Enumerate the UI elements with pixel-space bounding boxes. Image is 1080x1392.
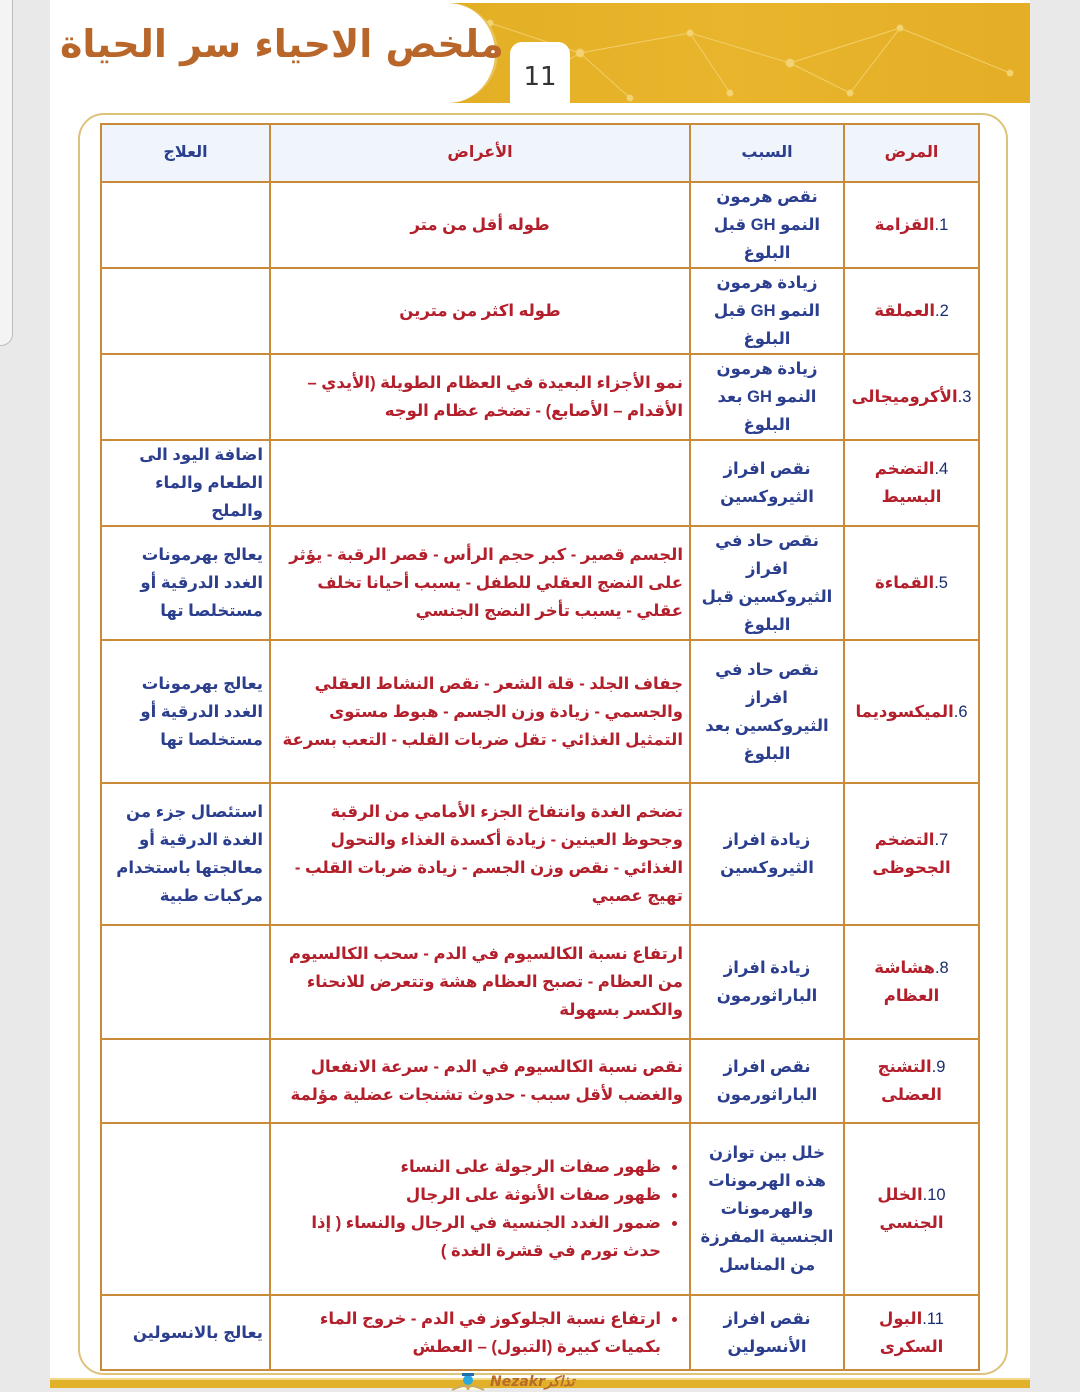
- disease-name: البول السكرى: [879, 1309, 944, 1356]
- cause-cell: نقص حاد في افراز الثيروكسين قبل البلوغ: [689, 525, 845, 641]
- symptom-item: ظهور صفات الرجولة على النساء: [277, 1153, 661, 1181]
- row-number: 3.: [957, 388, 972, 406]
- symptoms-cell: طوله اكثر من مترين: [269, 267, 691, 355]
- treatment-cell: استئصال جزء من الغدة الدرقية أو معالجتها…: [100, 782, 271, 926]
- header-disease: المرض: [843, 123, 980, 183]
- table-row: 5.القماءة نقص حاد في افراز الثيروكسين قبل…: [100, 525, 980, 641]
- row-number: 9.: [931, 1058, 946, 1076]
- row-number: 1.: [934, 216, 949, 234]
- row-number: 10.: [922, 1186, 946, 1204]
- symptoms-list: ارتفاع نسبة الجلوكوز في الدم - خروج الما…: [277, 1305, 683, 1361]
- title-cap: [50, 3, 498, 103]
- disease-name: الخلل الجنسي: [877, 1186, 944, 1232]
- cause-cell: زيادة افراز الباراثورمون: [689, 924, 845, 1040]
- table-row: 2.العملقة زيادة هرمون النمو GH قبل البلوغ…: [100, 267, 980, 355]
- row-number: 4.: [934, 460, 949, 478]
- symptoms-cell: طوله أقل من متر: [269, 181, 691, 269]
- treatment-cell: يعالج بهرمونات الغدد الدرقية أو مستخلصا …: [100, 525, 271, 641]
- disease-cell: 6.الميكسوديما: [843, 639, 980, 784]
- cause-cell: زيادة افراز الثيروكسين: [689, 782, 845, 926]
- symptom-item: ظهور صفات الأنوثة على الرجال: [277, 1181, 661, 1209]
- disease-cell: 10.الخلل الجنسي: [843, 1122, 980, 1296]
- cause-cell: نقص افراز الأنسولين: [689, 1294, 845, 1371]
- table-row: 8.هشاشة العظام زيادة افراز الباراثورمون ار…: [100, 924, 980, 1040]
- disease-name: هشاشة العظام: [874, 959, 940, 1005]
- treatment-cell: يعالج بهرمونات الغدد الدرقية أو مستخلصا …: [100, 639, 271, 784]
- cause-cell: نقص هرمون النمو GH قبل البلوغ: [689, 181, 845, 269]
- disease-cell: 2.العملقة: [843, 267, 980, 355]
- symptoms-cell: ارتفاع نسبة الكالسيوم في الدم - سحب الكا…: [269, 924, 691, 1040]
- table-row: 3.الأكروميجالى زيادة هرمون النمو GH بعد ا…: [100, 353, 980, 441]
- watermark-logo: Nezakrتذاكر: [450, 1372, 575, 1392]
- disease-cell: 1.القزامة: [843, 181, 980, 269]
- disease-name: الأكروميجالى: [851, 388, 958, 406]
- network-pattern: [486, 19, 1014, 102]
- cause-cell: زيادة هرمون النمو GH بعد البلوغ: [689, 353, 845, 441]
- table-row: 6.الميكسوديما نقص حاد في افراز الثيروكسين…: [100, 639, 980, 784]
- page-number: 11: [510, 42, 570, 104]
- treatment-cell: [100, 1038, 271, 1124]
- disease-name: التشنج العضلى: [877, 1058, 942, 1104]
- row-number: 5.: [934, 574, 948, 592]
- symptoms-cell: الجسم قصير - كبر حجم الرأس - قصر الرقبة …: [269, 525, 691, 641]
- disease-cell: 11.البول السكرى: [843, 1294, 980, 1371]
- symptom-item: ضمور الغدد الجنسية في الرجال والنساء ( إ…: [277, 1209, 661, 1265]
- row-number: 7.: [934, 831, 949, 849]
- disease-name: القماءة: [875, 574, 935, 592]
- disease-cell: 3.الأكروميجالى: [843, 353, 980, 441]
- symptoms-cell: تضخم الغدة وانتفاخ الجزء الأمامي من الرق…: [269, 782, 691, 926]
- header-treatment: العلاج: [100, 123, 271, 183]
- disease-cell: 5.القماءة: [843, 525, 980, 641]
- table-frame: [78, 113, 1008, 1375]
- symptoms-cell: نمو الأجزاء البعيدة في العظام الطويلة (ا…: [269, 353, 691, 441]
- table-row: 1.القزامة نقص هرمون النمو GH قبل البلوغ طو…: [100, 181, 980, 269]
- disease-name: التضخم الجحوظى: [872, 831, 951, 877]
- treatment-cell: اضافة اليود الى الطعام والماء والملح: [100, 439, 271, 527]
- header-cause: السبب: [689, 123, 845, 183]
- disease-name: الميكسوديما: [855, 702, 954, 721]
- treatment-cell: يعالج بالانسولين: [100, 1294, 271, 1371]
- row-number: 11.: [922, 1309, 944, 1328]
- disease-cell: 4.التضخم البسيط: [843, 439, 980, 527]
- disease-cell: 7.التضخم الجحوظى: [843, 782, 980, 926]
- page-title: ملخص الاحياء سر الحياة: [60, 22, 505, 66]
- row-number: 8.: [934, 959, 949, 977]
- disease-cell: 8.هشاشة العظام: [843, 924, 980, 1040]
- row-number: 6.: [953, 702, 968, 721]
- treatment-cell: [100, 181, 271, 269]
- symptoms-cell: [269, 439, 691, 527]
- disease-cell: 9.التشنج العضلى: [843, 1038, 980, 1124]
- disease-name: العملقة: [874, 302, 936, 320]
- book-graduate-icon: [451, 1373, 485, 1391]
- cause-cell: نقص افراز الباراثورمون: [689, 1038, 845, 1124]
- table-header-row: المرض السبب الأعراض العلاج: [100, 123, 980, 183]
- row-number: 2.: [935, 302, 949, 320]
- table-row: 7.التضخم الجحوظى زيادة افراز الثيروكسين تض…: [100, 782, 980, 926]
- symptoms-cell: جفاف الجلد - قلة الشعر - نقص النشاط العق…: [269, 639, 691, 784]
- table-row: 10.الخلل الجنسي خلل بين توازن هذه الهرمون…: [100, 1122, 980, 1296]
- cause-cell: خلل بين توازن هذه الهرمونات والهرمونات ا…: [689, 1122, 845, 1296]
- bottom-band: [50, 1378, 1030, 1388]
- table-row: 4.التضخم البسيط نقص افراز الثيروكسين اضافة…: [100, 439, 980, 527]
- symptoms-cell: نقص نسبة الكالسيوم في الدم - سرعة الانفع…: [269, 1038, 691, 1124]
- treatment-cell: [100, 267, 271, 355]
- disease-name: القزامة: [874, 216, 935, 234]
- treatment-cell: [100, 1122, 271, 1296]
- cause-cell: نقص افراز الثيروكسين: [689, 439, 845, 527]
- symptoms-list: ظهور صفات الرجولة على النساءظهور صفات ال…: [277, 1153, 683, 1265]
- window-frame-edge: [0, 0, 13, 346]
- disease-name: التضخم البسيط: [874, 460, 942, 506]
- table-row: 9.التشنج العضلى نقص افراز الباراثورمون نقص…: [100, 1038, 980, 1124]
- cause-cell: زيادة هرمون النمو GH قبل البلوغ: [689, 267, 845, 355]
- header-symptoms: الأعراض: [269, 123, 691, 183]
- symptom-item: ارتفاع نسبة الجلوكوز في الدم - خروج الما…: [277, 1305, 661, 1361]
- watermark-text: Nezakrتذاكر: [490, 1374, 575, 1390]
- treatment-cell: [100, 924, 271, 1040]
- treatment-cell: [100, 353, 271, 441]
- diseases-table: المرض السبب الأعراض العلاج 1.القزامة نقص …: [100, 123, 980, 1371]
- cause-cell: نقص حاد في افراز الثيروكسين بعد البلوغ: [689, 639, 845, 784]
